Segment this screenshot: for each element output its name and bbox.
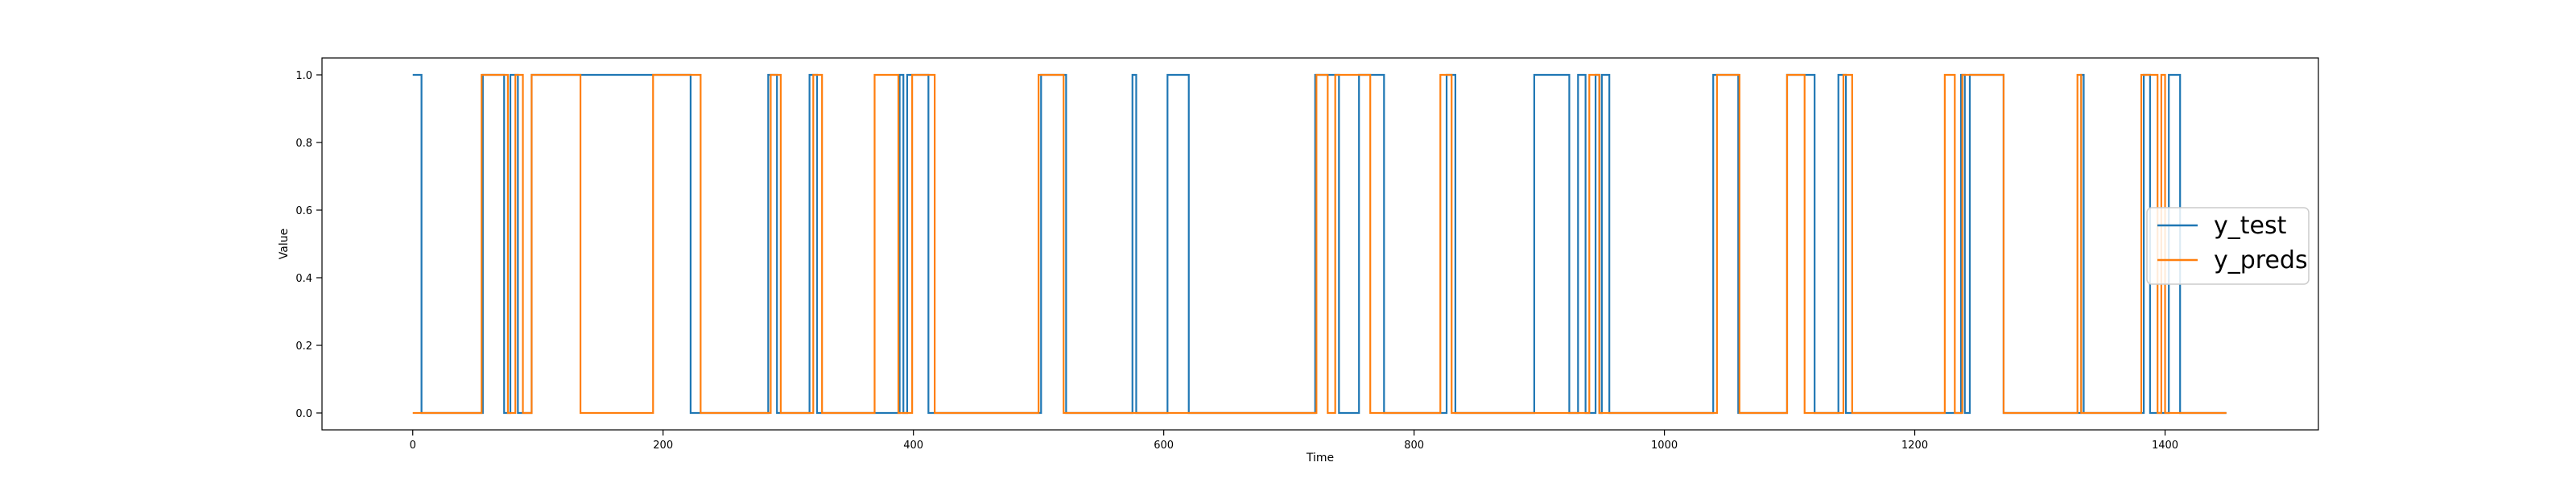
- legend-label-y-preds: y_preds: [2214, 246, 2308, 275]
- x-tick-label: 0: [410, 440, 416, 452]
- y-tick-label: 1.0: [295, 70, 312, 82]
- y-tick-label: 0.6: [295, 205, 312, 217]
- y-tick-label: 0.2: [295, 341, 312, 353]
- x-tick-label: 200: [653, 440, 673, 452]
- x-axis-label: Time: [1306, 452, 1334, 464]
- x-tick-label: 1000: [1651, 440, 1678, 452]
- x-tick-label: 800: [1404, 440, 1424, 452]
- y-axis-label: Value: [278, 229, 291, 259]
- x-tick-label: 400: [903, 440, 923, 452]
- legend-label-y-test: y_test: [2214, 212, 2287, 240]
- x-tick-label: 1200: [1901, 440, 1928, 452]
- legend: y_test y_preds: [2146, 207, 2310, 285]
- y-axis-ticks: 0.0 0.2 0.4 0.6 0.8 1.0: [295, 70, 322, 420]
- series-line-y-preds: [412, 73, 2227, 415]
- x-axis-ticks: 0 200 400 600 800 1000 1200 1400: [410, 430, 2178, 452]
- legend-box: [2146, 207, 2310, 285]
- y-tick-label: 0.8: [295, 138, 312, 150]
- y-tick-label: 0.0: [295, 408, 312, 420]
- x-tick-label: 1400: [2152, 440, 2178, 452]
- series-layer: [412, 73, 2227, 415]
- axes-frame: [321, 57, 2319, 431]
- y-tick-label: 0.4: [295, 273, 312, 285]
- x-tick-label: 600: [1154, 440, 1174, 452]
- plot-area: 0 200 400 600 800 1000 1200 1400 0.00.20.40.60.…: [295, 57, 2319, 452]
